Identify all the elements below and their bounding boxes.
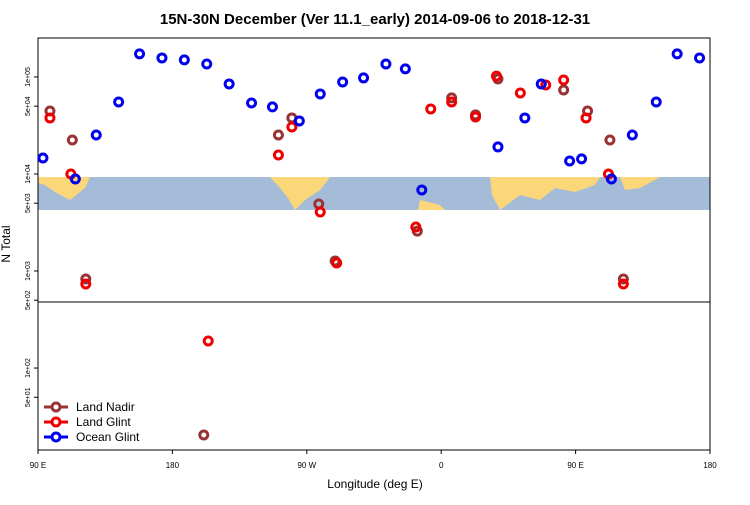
point xyxy=(470,111,482,123)
point xyxy=(410,221,422,233)
legend-marker xyxy=(50,431,62,443)
point xyxy=(380,58,392,70)
point xyxy=(202,335,214,347)
y-tick-label: 5e+04 xyxy=(25,96,32,116)
x-tick-label: 90 E xyxy=(567,461,583,470)
point xyxy=(113,96,125,108)
y-tick-label: 1e+02 xyxy=(25,358,32,378)
point xyxy=(66,134,78,146)
point xyxy=(580,112,592,124)
x-tick-label: 180 xyxy=(703,461,717,470)
point xyxy=(90,129,102,141)
point xyxy=(223,78,235,90)
y-tick-label: 1e+03 xyxy=(25,261,32,281)
point xyxy=(558,74,570,86)
point xyxy=(492,141,504,153)
y-tick-label: 5e+02 xyxy=(25,290,32,310)
point xyxy=(519,112,531,124)
legend-label: Ocean Glint xyxy=(76,430,140,444)
point xyxy=(201,58,213,70)
point xyxy=(671,48,683,60)
point xyxy=(446,92,458,104)
x-tick-label: 180 xyxy=(166,461,180,470)
point xyxy=(605,173,617,185)
point xyxy=(650,96,662,108)
point xyxy=(617,278,629,290)
point xyxy=(535,78,547,90)
point xyxy=(272,129,284,141)
point xyxy=(331,257,343,269)
point xyxy=(80,278,92,290)
point xyxy=(564,155,576,167)
point xyxy=(617,273,629,285)
point xyxy=(337,76,349,88)
point xyxy=(604,134,616,146)
point xyxy=(358,72,370,84)
point xyxy=(272,149,284,161)
point xyxy=(156,52,168,64)
chart-title: 15N-30N December (Ver 11.1_early) 2014-0… xyxy=(160,11,590,28)
x-tick-label: 90 W xyxy=(297,461,316,470)
point xyxy=(314,88,326,100)
point xyxy=(286,121,298,133)
plot-frame xyxy=(37,37,711,451)
point xyxy=(246,97,258,109)
point xyxy=(558,84,570,96)
point xyxy=(44,112,56,124)
point xyxy=(399,63,411,75)
point xyxy=(416,184,428,196)
point xyxy=(80,273,92,285)
point xyxy=(446,96,458,108)
y-tick-label: 1e+04 xyxy=(25,164,32,184)
x-axis-label: Longitude (deg E) xyxy=(327,477,422,491)
y-axis-label: N Total xyxy=(0,225,13,262)
point xyxy=(576,153,588,165)
point xyxy=(266,101,278,113)
legend-label: Land Glint xyxy=(76,415,131,429)
x-tick-label: 0 xyxy=(439,461,444,470)
point xyxy=(514,87,526,99)
legend-label: Land Nadir xyxy=(76,400,135,414)
point xyxy=(293,115,305,127)
point xyxy=(314,206,326,218)
point xyxy=(69,173,81,185)
point xyxy=(134,48,146,60)
x-tick-label: 90 E xyxy=(30,461,46,470)
point xyxy=(490,70,502,82)
legend-marker xyxy=(50,401,62,413)
point xyxy=(626,129,638,141)
y-tick-label: 1e+05 xyxy=(25,67,32,87)
point xyxy=(694,52,706,64)
legend-marker xyxy=(50,416,62,428)
point xyxy=(37,152,49,164)
point xyxy=(198,429,210,441)
point xyxy=(178,54,190,66)
y-tick-label: 5e+01 xyxy=(25,387,32,407)
y-tick-label: 5e+03 xyxy=(25,193,32,213)
map-strip xyxy=(38,177,710,210)
point xyxy=(425,103,437,115)
